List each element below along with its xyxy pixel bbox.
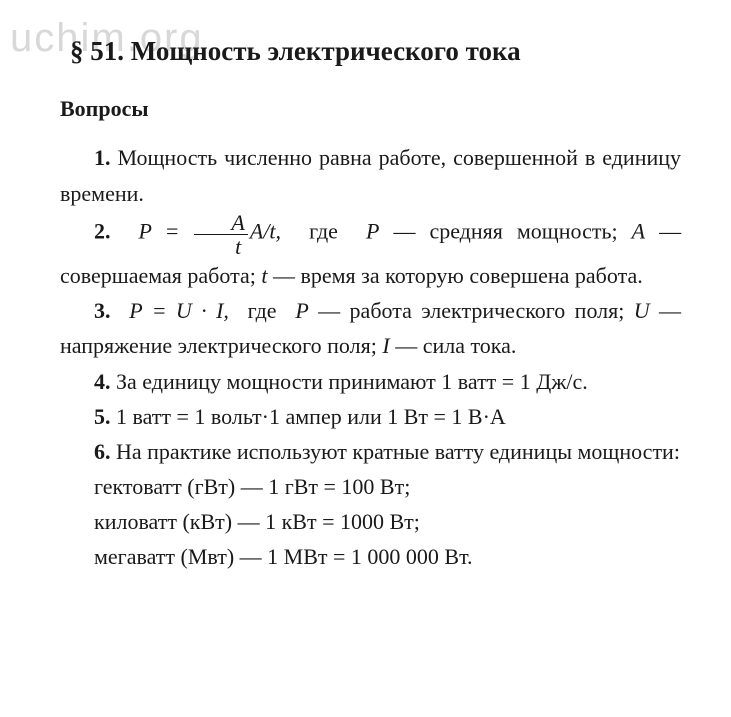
question-text: На практике используют кратные ватту еди…	[116, 439, 680, 464]
question-1: 1. Мощность численно равна работе, совер…	[60, 140, 681, 210]
unit-kilowatt: киловатт (кВт) — 1 кВт = 1000 Вт;	[94, 504, 681, 539]
symbol-a: A	[632, 218, 645, 243]
where-word: где	[248, 298, 277, 323]
unit-hectowatt: гектоватт (гВт) — 1 гВт = 100 Вт;	[94, 469, 681, 504]
desc-i: — сила тока.	[395, 333, 516, 358]
symbol-p: P	[295, 298, 308, 323]
questions-heading: Вопросы	[60, 91, 681, 126]
unit-megawatt: мегаватт (Мвт) — 1 МВт = 1 000 000 Вт.	[94, 539, 681, 574]
formula-tail: A/t,	[250, 218, 281, 243]
question-text: За единицу мощности принимают 1 ватт = 1…	[116, 369, 588, 394]
symbol-u: U	[634, 298, 650, 323]
fraction-numerator: A	[194, 211, 247, 235]
question-number: 6.	[94, 439, 111, 464]
section-number: § 51.	[70, 36, 124, 66]
desc-p: — средняя мощность;	[393, 218, 617, 243]
symbol-i: I	[382, 333, 389, 358]
question-number: 3.	[94, 298, 111, 323]
question-3: 3. P = U · I, где P — работа электрическ…	[60, 293, 681, 363]
fraction: A t	[194, 211, 247, 258]
where-word: где	[309, 218, 338, 243]
question-6: 6. На практике используют кратные ватту …	[60, 434, 681, 469]
section-title: § 51. Мощность электрического тока	[70, 30, 681, 73]
formula: P = U · I,	[129, 298, 229, 323]
question-text: 1 ватт = 1 вольт·1 ампер или 1 Вт = 1 В·…	[116, 404, 506, 429]
symbol-t: t	[261, 263, 267, 288]
desc-t: — время за которую совершена работа.	[273, 263, 643, 288]
equals-sign: =	[166, 218, 178, 243]
question-number: 5.	[94, 404, 111, 429]
question-number: 4.	[94, 369, 111, 394]
desc-p: — работа электрического поля;	[318, 298, 624, 323]
fraction-denominator: t	[194, 235, 247, 258]
question-text: Мощность численно равна работе, совершен…	[60, 145, 681, 205]
question-4: 4. За единицу мощности принимают 1 ватт …	[60, 364, 681, 399]
formula-lhs: P	[139, 218, 152, 243]
question-number: 1.	[94, 145, 111, 170]
section-name: Мощность электрического тока	[131, 36, 521, 66]
question-2: 2. P = A t A/t, где P — средняя мощность…	[60, 211, 681, 293]
question-5: 5. 1 ватт = 1 вольт·1 ампер или 1 Вт = 1…	[60, 399, 681, 434]
question-number: 2.	[94, 218, 111, 243]
symbol-p: P	[366, 218, 379, 243]
